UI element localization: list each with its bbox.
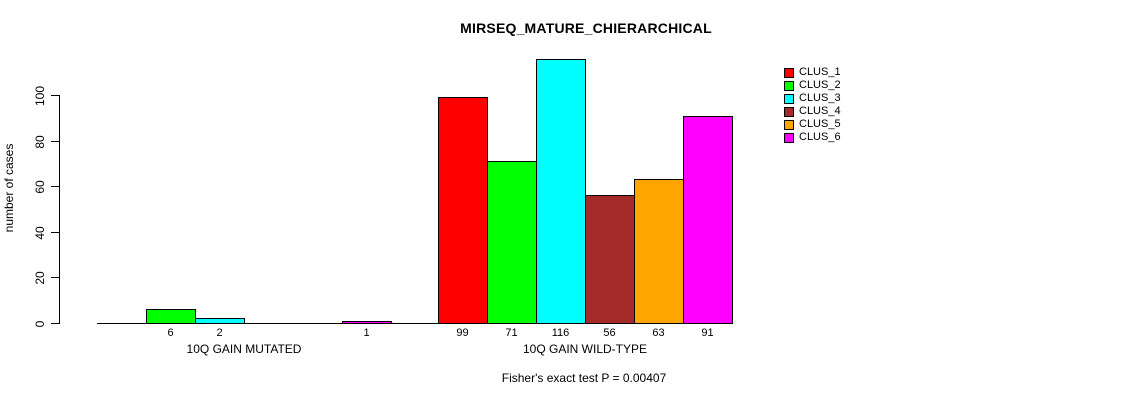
y-tick-label: 40 — [33, 225, 47, 240]
bar-value-label: 99 — [456, 327, 469, 339]
bar-value-label: 2 — [216, 327, 223, 339]
footnote: Fisher's exact test P = 0.00407 — [501, 371, 667, 385]
bar-value-label: 91 — [701, 327, 714, 339]
legend-item-label: CLUS_1 — [799, 66, 841, 78]
legend-color-swatch — [784, 119, 794, 130]
legend-color-swatch — [784, 93, 794, 104]
legend-color-swatch — [784, 67, 794, 78]
legend-item-clus_4: CLUS_4 — [784, 105, 841, 118]
chart-title: MIRSEQ_MATURE_CHIERARCHICAL — [460, 20, 712, 36]
y-tick-mark — [51, 323, 60, 324]
legend-color-swatch — [784, 132, 794, 143]
x-axis-baseline — [97, 323, 733, 324]
y-tick-label: 100 — [33, 85, 47, 106]
legend-item-label: CLUS_2 — [799, 79, 841, 91]
legend-item-clus_2: CLUS_2 — [784, 79, 841, 92]
bar-value-label: 6 — [167, 327, 174, 339]
legend-item-clus_5: CLUS_5 — [784, 118, 841, 131]
legend-item-clus_6: CLUS_6 — [784, 131, 841, 144]
bar-value-label: 1 — [363, 327, 370, 339]
bar-clus_6-group1 — [342, 321, 392, 324]
bar-clus_1-group2 — [438, 97, 488, 324]
y-tick-label: 80 — [33, 134, 47, 149]
bar-value-label: 63 — [652, 327, 665, 339]
legend-item-label: CLUS_3 — [799, 92, 841, 104]
legend-item-label: CLUS_5 — [799, 118, 841, 130]
bar-value-label: 116 — [551, 327, 570, 339]
category-label: 10Q GAIN MUTATED — [186, 342, 302, 356]
legend: CLUS_1 CLUS_2 CLUS_3 CLUS_4 CLUS_5 CLUS_6 — [784, 66, 841, 144]
legend-item-label: CLUS_4 — [799, 105, 841, 117]
y-tick-mark — [51, 186, 60, 187]
bar-clus_3-group1 — [195, 318, 245, 324]
bar-clus_2-group1 — [146, 309, 196, 324]
legend-item-label: CLUS_6 — [799, 131, 841, 143]
y-axis-line — [59, 95, 60, 324]
bar-value-label: 56 — [603, 327, 616, 339]
y-tick-mark — [51, 232, 60, 233]
bar-clus_6-group2 — [683, 116, 733, 324]
y-tick-label: 0 — [33, 320, 47, 327]
legend-item-clus_3: CLUS_3 — [784, 92, 841, 105]
legend-color-swatch — [784, 80, 794, 91]
y-tick-mark — [51, 141, 60, 142]
y-axis-title: number of cases — [2, 143, 16, 233]
category-label: 10Q GAIN WILD-TYPE — [522, 342, 648, 356]
bar-clus_4-group2 — [585, 195, 635, 324]
bar-clus_5-group2 — [634, 179, 684, 324]
legend-item-clus_1: CLUS_1 — [784, 66, 841, 79]
bar-value-label: 71 — [505, 327, 518, 339]
y-tick-mark — [51, 277, 60, 278]
y-tick-label: 60 — [33, 179, 47, 194]
y-tick-label: 20 — [33, 270, 47, 285]
bar-clus_3-group2 — [536, 59, 586, 324]
bar-clus_2-group2 — [487, 161, 537, 324]
legend-color-swatch — [784, 106, 794, 117]
y-tick-mark — [51, 95, 60, 96]
